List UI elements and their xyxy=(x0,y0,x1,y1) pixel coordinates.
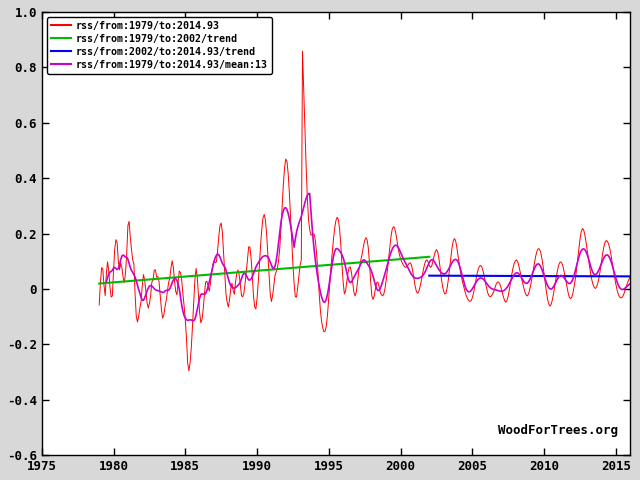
Legend: rss/from:1979/to:2014.93, rss/from:1979/to:2002/trend, rss/from:2002/to:2014.93/: rss/from:1979/to:2014.93, rss/from:1979/… xyxy=(47,17,272,74)
Text: WoodForTrees.org: WoodForTrees.org xyxy=(499,424,618,437)
